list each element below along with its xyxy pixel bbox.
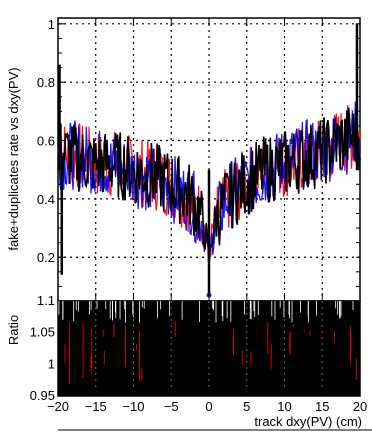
lower-x-tick-label: −5: [164, 399, 179, 414]
lower-x-tick-label: 0: [205, 399, 212, 414]
lower-y-tick-label: 1: [48, 356, 55, 371]
lower-y-tick-label: 1.1: [37, 293, 55, 308]
upper-y-axis-label: fake+duplicates rate vs dxy(PV): [6, 67, 21, 250]
lower-x-tick-label: 5: [243, 399, 250, 414]
upper-y-axis-ticks: 0.2 0.4 0.6 0.8 1: [37, 17, 360, 287]
upper-y-tick-label: 0.4: [37, 192, 55, 207]
upper-y-tick-label: 0.6: [37, 134, 55, 149]
lower-x-tick-label: −15: [85, 399, 107, 414]
upper-y-tick-label: 0.2: [37, 250, 55, 265]
ratio-band: [58, 301, 360, 396]
lower-x-tick-label: 10: [277, 399, 291, 414]
lower-x-axis-ticks: −20 −15 −10 −5 0 5 10 15 20: [47, 388, 367, 414]
lower-y-tick-label: 0.95: [30, 388, 55, 403]
lower-panel: 0.95 1 1.05 1.1 −20 −15 −10 −5 0 5 10 15 20 Ratio t…: [6, 293, 367, 429]
x-axis-label: track dxy(PV) (cm): [254, 414, 362, 429]
upper-panel: 0.2 0.4 0.6 0.8 1 fake+duplicates rate vs dx…: [6, 17, 361, 302]
upper-y-tick-label: 1: [48, 17, 55, 32]
lower-x-tick-label: 15: [315, 399, 329, 414]
lower-gridlines: [95, 301, 323, 396]
upper-y-tick-label: 0.8: [37, 75, 55, 90]
lower-x-tick-label: 20: [353, 399, 367, 414]
ratio-fill: [58, 301, 360, 396]
lower-y-tick-label: 1.05: [30, 325, 55, 340]
lower-x-tick-label: −20: [47, 399, 69, 414]
lower-x-tick-label: −10: [122, 399, 144, 414]
lower-y-axis-label: Ratio: [6, 315, 21, 345]
lower-y-axis-ticks: 0.95 1 1.05 1.1: [30, 293, 55, 403]
upper-x-axis-ticks: [57, 18, 361, 301]
